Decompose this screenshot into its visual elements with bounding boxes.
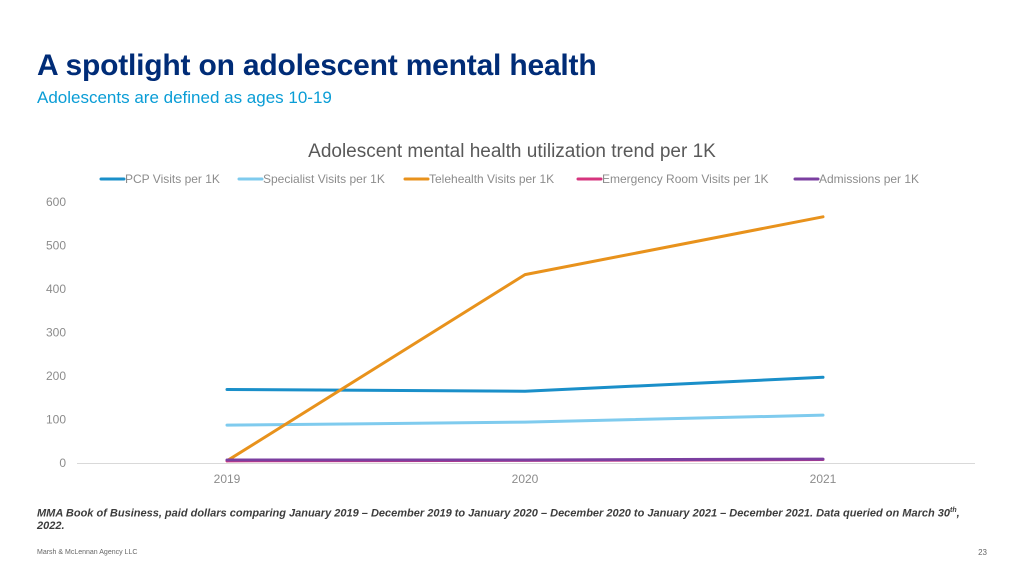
legend-label-emergency-room-visits-per-1k: Emergency Room Visits per 1K (602, 172, 769, 186)
line-chart: Adolescent mental health utilization tre… (46, 141, 975, 486)
y-tick-label: 500 (46, 239, 66, 253)
x-axis: 2019 2020 2021 (77, 463, 975, 486)
series-line-admissions-per-1k (225, 457, 825, 462)
slide-title: A spotlight on adolescent mental health (37, 49, 597, 82)
footnote-end: , 2022. (37, 507, 960, 532)
x-tick-label: 2020 (512, 472, 539, 486)
footer-company: Marsh & McLennan Agency LLC (37, 549, 138, 556)
page-number: 23 (978, 548, 987, 557)
legend-label-pcp-visits-per-1k: PCP Visits per 1K (125, 172, 220, 186)
series-line-specialist-visits-per-1k (225, 413, 825, 427)
legend-label-telehealth-visits-per-1k: Telehealth Visits per 1K (429, 172, 554, 186)
footnote-sup: th (950, 507, 957, 514)
y-tick-label: 600 (46, 195, 66, 209)
x-tick-label: 2021 (810, 472, 837, 486)
x-tick-label: 2019 (214, 472, 241, 486)
y-tick-label: 0 (59, 456, 66, 470)
chart-legend: PCP Visits per 1K Specialist Visits per 1… (99, 172, 919, 186)
y-axis: 0 100 200 300 400 500 600 (46, 195, 66, 470)
y-tick-label: 300 (46, 326, 66, 340)
legend-label-specialist-visits-per-1k: Specialist Visits per 1K (263, 172, 385, 186)
footnote-main: MMA Book of Business, paid dollars compa… (37, 507, 950, 520)
y-tick-label: 200 (46, 369, 66, 383)
chart-title: Adolescent mental health utilization tre… (308, 141, 716, 162)
series-group (225, 215, 825, 463)
y-tick-label: 400 (46, 282, 66, 296)
footnote: MMA Book of Business, paid dollars compa… (37, 505, 977, 532)
legend-label-admissions-per-1k: Admissions per 1K (819, 172, 919, 186)
y-tick-label: 100 (46, 413, 66, 427)
series-line-pcp-visits-per-1k (225, 375, 825, 393)
slide-subtitle: Adolescents are defined as ages 10-19 (37, 88, 332, 107)
